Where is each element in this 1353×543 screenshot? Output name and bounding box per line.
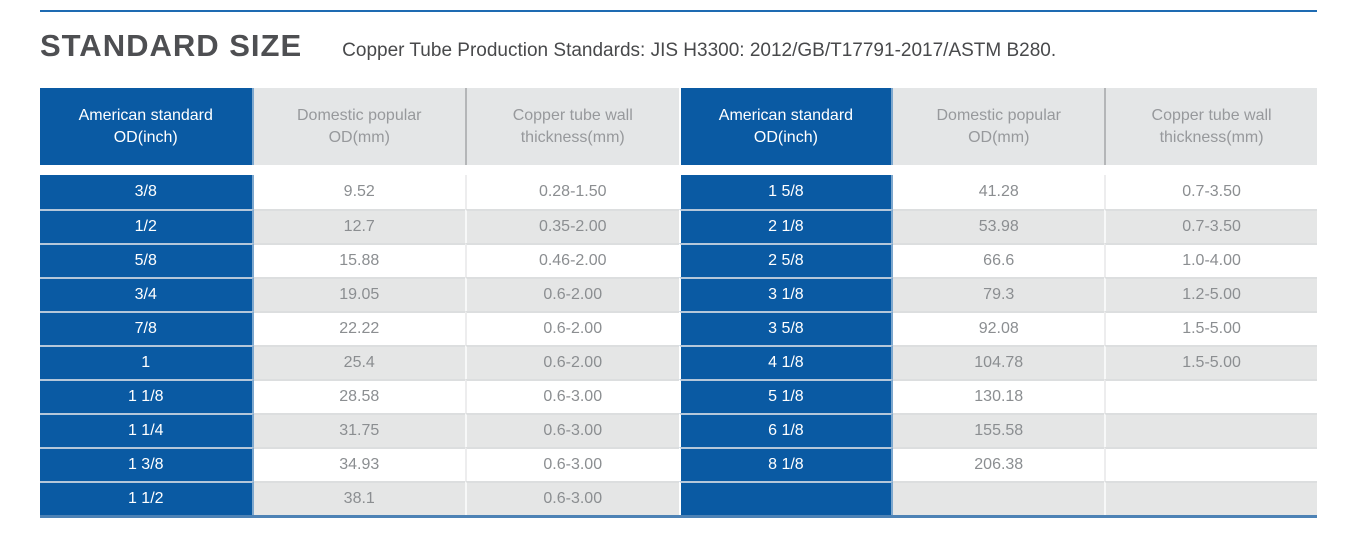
od-inch-cell: 3/8 xyxy=(40,175,254,209)
wall-thickness-cell: 0.28-1.50 xyxy=(465,175,679,209)
table-row: 1 1/4 31.75 0.6-3.00 xyxy=(40,413,679,447)
table-row: 1 3/8 34.93 0.6-3.00 xyxy=(40,447,679,481)
table-row: 3/4 19.05 0.6-2.00 xyxy=(40,277,679,311)
od-mm-cell: 66.6 xyxy=(893,243,1105,277)
table-row: 5/8 15.88 0.46-2.00 xyxy=(40,243,679,277)
od-mm-cell: 31.75 xyxy=(253,413,465,447)
od-inch-cell: 1/2 xyxy=(40,209,254,243)
table-body-left: 3/8 9.52 0.28-1.50 1/2 12.7 0.35-2.00 5/… xyxy=(40,175,679,515)
od-mm-cell: 22.22 xyxy=(253,311,465,345)
standard-size-table: American standard OD(inch) Domestic popu… xyxy=(40,88,1317,518)
od-inch-cell: 3 1/8 xyxy=(678,277,894,311)
column-header-od-inch: American standard OD(inch) xyxy=(678,88,894,165)
column-header-od-mm: Domestic popular OD(mm) xyxy=(253,88,465,165)
table-row: 6 1/8 155.58 xyxy=(678,413,1318,447)
table-header-right: American standard OD(inch) Domestic popu… xyxy=(678,88,1318,175)
wall-thickness-cell: 1.5-5.00 xyxy=(1104,311,1317,345)
table-header-row: American standard OD(inch) Domestic popu… xyxy=(40,88,1317,175)
od-inch-cell: 7/8 xyxy=(40,311,254,345)
table-row: 7/8 22.22 0.6-2.00 xyxy=(40,311,679,345)
od-mm-cell: 28.58 xyxy=(253,379,465,413)
od-mm-cell: 25.4 xyxy=(253,345,465,379)
wall-thickness-cell: 0.6-3.00 xyxy=(465,447,679,481)
od-mm-cell: 9.52 xyxy=(253,175,465,209)
od-inch-cell: 5/8 xyxy=(40,243,254,277)
wall-thickness-cell xyxy=(1104,481,1317,515)
wall-thickness-cell: 0.7-3.50 xyxy=(1104,209,1317,243)
od-inch-cell: 2 5/8 xyxy=(678,243,894,277)
column-header-od-inch: American standard OD(inch) xyxy=(40,88,254,165)
table-row: 2 1/8 53.98 0.7-3.50 xyxy=(678,209,1318,243)
table-row xyxy=(678,481,1318,515)
od-mm-cell: 12.7 xyxy=(253,209,465,243)
wall-thickness-cell: 0.46-2.00 xyxy=(465,243,679,277)
page-title: STANDARD SIZE xyxy=(40,28,303,63)
od-inch-cell: 1 1/4 xyxy=(40,413,254,447)
od-mm-cell: 206.38 xyxy=(893,447,1105,481)
table-row: 1 1/2 38.1 0.6-3.00 xyxy=(40,481,679,515)
wall-thickness-cell: 1.2-5.00 xyxy=(1104,277,1317,311)
od-inch-cell: 1 1/2 xyxy=(40,481,254,515)
od-inch-cell: 4 1/8 xyxy=(678,345,894,379)
od-mm-cell: 34.93 xyxy=(253,447,465,481)
table-row: 1 5/8 41.28 0.7-3.50 xyxy=(678,175,1318,209)
od-inch-cell: 8 1/8 xyxy=(678,447,894,481)
wall-thickness-cell: 0.6-3.00 xyxy=(465,413,679,447)
od-mm-cell: 92.08 xyxy=(893,311,1105,345)
wall-thickness-cell: 1.0-4.00 xyxy=(1104,243,1317,277)
wall-thickness-cell: 0.6-2.00 xyxy=(465,277,679,311)
od-mm-cell: 41.28 xyxy=(893,175,1105,209)
wall-thickness-cell: 0.35-2.00 xyxy=(465,209,679,243)
column-header-wall-thickness: Copper tube wall thickness(mm) xyxy=(1104,88,1317,165)
od-mm-cell xyxy=(893,481,1105,515)
od-mm-cell: 104.78 xyxy=(893,345,1105,379)
column-header-od-mm: Domestic popular OD(mm) xyxy=(893,88,1105,165)
table-row: 1/2 12.7 0.35-2.00 xyxy=(40,209,679,243)
table-row: 3/8 9.52 0.28-1.50 xyxy=(40,175,679,209)
od-mm-cell: 53.98 xyxy=(893,209,1105,243)
table-body-right: 1 5/8 41.28 0.7-3.50 2 1/8 53.98 0.7-3.5… xyxy=(678,175,1318,515)
table-row: 2 5/8 66.6 1.0-4.00 xyxy=(678,243,1318,277)
table-header-left: American standard OD(inch) Domestic popu… xyxy=(40,88,679,175)
top-divider-rule xyxy=(40,10,1317,12)
wall-thickness-cell: 1.5-5.00 xyxy=(1104,345,1317,379)
wall-thickness-cell xyxy=(1104,447,1317,481)
od-inch-cell: 5 1/8 xyxy=(678,379,894,413)
wall-thickness-cell: 0.7-3.50 xyxy=(1104,175,1317,209)
od-inch-cell: 1 5/8 xyxy=(678,175,894,209)
od-mm-cell: 130.18 xyxy=(893,379,1105,413)
wall-thickness-cell xyxy=(1104,413,1317,447)
od-inch-cell: 1 1/8 xyxy=(40,379,254,413)
od-mm-cell: 79.3 xyxy=(893,277,1105,311)
od-mm-cell: 155.58 xyxy=(893,413,1105,447)
wall-thickness-cell xyxy=(1104,379,1317,413)
wall-thickness-cell: 0.6-3.00 xyxy=(465,379,679,413)
od-mm-cell: 19.05 xyxy=(253,277,465,311)
page-heading: STANDARD SIZE Copper Tube Production Sta… xyxy=(40,28,1056,64)
table-row: 8 1/8 206.38 xyxy=(678,447,1318,481)
wall-thickness-cell: 0.6-3.00 xyxy=(465,481,679,515)
production-standards-subtitle: Copper Tube Production Standards: JIS H3… xyxy=(342,40,1057,61)
od-inch-cell xyxy=(678,481,894,515)
table-row: 4 1/8 104.78 1.5-5.00 xyxy=(678,345,1318,379)
od-inch-cell: 1 3/8 xyxy=(40,447,254,481)
od-mm-cell: 38.1 xyxy=(253,481,465,515)
od-inch-cell: 3 5/8 xyxy=(678,311,894,345)
wall-thickness-cell: 0.6-2.00 xyxy=(465,311,679,345)
od-inch-cell: 1 xyxy=(40,345,254,379)
table-body: 3/8 9.52 0.28-1.50 1/2 12.7 0.35-2.00 5/… xyxy=(40,175,1317,515)
table-row: 3 1/8 79.3 1.2-5.00 xyxy=(678,277,1318,311)
od-inch-cell: 3/4 xyxy=(40,277,254,311)
od-inch-cell: 6 1/8 xyxy=(678,413,894,447)
table-row: 1 25.4 0.6-2.00 xyxy=(40,345,679,379)
od-mm-cell: 15.88 xyxy=(253,243,465,277)
wall-thickness-cell: 0.6-2.00 xyxy=(465,345,679,379)
od-inch-cell: 2 1/8 xyxy=(678,209,894,243)
table-row: 1 1/8 28.58 0.6-3.00 xyxy=(40,379,679,413)
table-row: 5 1/8 130.18 xyxy=(678,379,1318,413)
table-row: 3 5/8 92.08 1.5-5.00 xyxy=(678,311,1318,345)
column-header-wall-thickness: Copper tube wall thickness(mm) xyxy=(465,88,679,165)
